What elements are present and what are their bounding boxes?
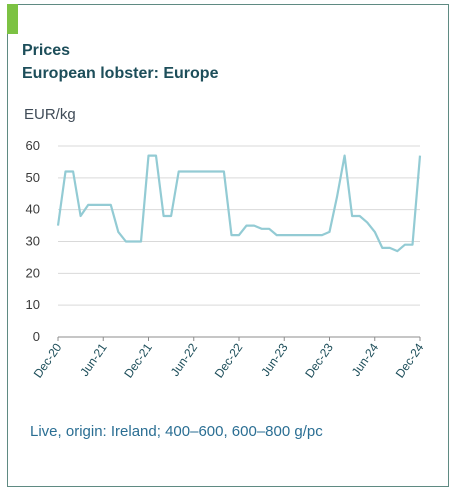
chart-note: Live, origin: Ireland; 400–600, 600–800 … [30,423,323,440]
chart-subtitle: European lobster: Europe [22,65,219,82]
y-tick-label: 0 [33,329,40,344]
y-tick-label: 50 [26,170,40,185]
x-tick-label: Jun-22 [168,340,201,378]
y-tick-label: 20 [26,265,40,280]
y-tick-label: 30 [26,234,40,249]
x-tick-labels: Dec-20 Jun-21 Dec-21 Jun-22 Dec-22 Jun-23 Dec-… [31,340,427,380]
x-tick-label: Dec-24 [393,340,427,380]
y-tick-label: 40 [26,202,40,217]
x-tick-label: Dec-22 [212,340,246,380]
x-tick-label: Dec-20 [31,340,65,380]
x-tick-label: Jun-21 [77,340,110,378]
gridlines [57,145,421,341]
price-series-line [56,154,422,253]
y-tick-label: 60 [26,138,40,153]
x-tick-label: Dec-23 [302,340,336,380]
y-tick-labels: 0 10 20 30 40 50 60 [26,138,40,344]
x-tick-label: Jun-23 [258,340,291,378]
x-tick-label: Dec-21 [121,340,155,380]
x-tick-label: Jun-24 [349,340,382,378]
accent-bar [7,4,18,34]
y-tick-label: 10 [26,297,40,312]
series-lines [56,154,422,253]
y-axis-label: EUR/kg [24,106,76,123]
chart-card [7,4,449,487]
chart-title: Prices [22,42,71,59]
